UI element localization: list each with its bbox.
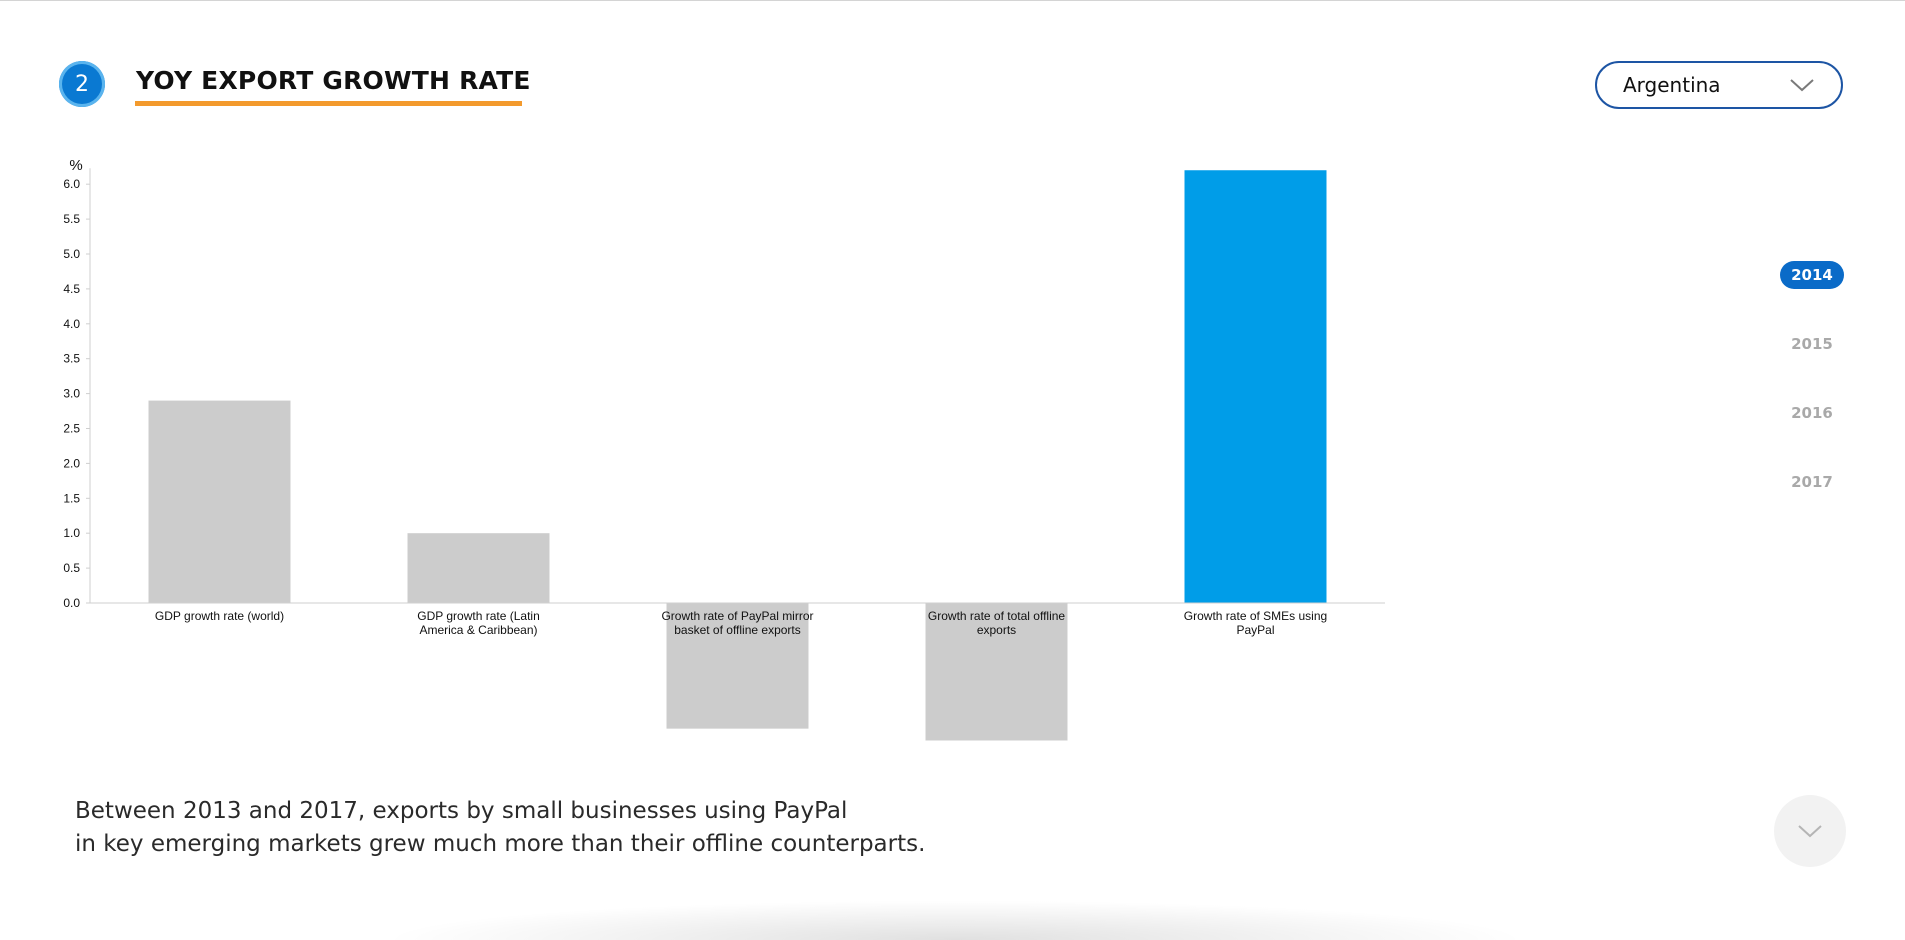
y-tick-label: 2.0 xyxy=(63,456,80,470)
growth-rate-chart: % 0.0 0.5 1.0 1.5 2.0 2.5 3.0 3.5 4.0 4.5 5.0 5.5 6.0… xyxy=(63,157,1385,741)
x-category-label-line: GDP growth rate (Latin xyxy=(417,609,540,623)
y-tick-label: 3.0 xyxy=(63,387,80,401)
bar xyxy=(1184,170,1327,604)
y-tick-label: 3.5 xyxy=(63,352,80,366)
bar xyxy=(148,400,291,603)
y-tick-label: 2.5 xyxy=(63,422,80,436)
x-category-label-line: Growth rate of PayPal mirror xyxy=(661,609,813,623)
step-number-badge: 2 xyxy=(59,61,105,107)
y-tick-label: 1.0 xyxy=(63,526,80,540)
year-option-2015[interactable]: 2015 xyxy=(1791,335,1833,353)
y-tick-label: 6.0 xyxy=(63,177,80,191)
y-tick-label: 5.5 xyxy=(63,212,80,226)
title-underline xyxy=(135,101,522,106)
x-category-label: Growth rate of SMEs using PayPal xyxy=(1184,609,1327,637)
caption-line-2: in key emerging markets grew much more t… xyxy=(75,831,926,857)
x-category-label-line: America & Caribbean) xyxy=(419,623,537,637)
bar xyxy=(925,603,1068,741)
top-divider xyxy=(0,0,1905,1)
x-category-label-line: exports xyxy=(977,623,1016,637)
bar xyxy=(407,533,550,603)
step-number: 2 xyxy=(75,71,89,97)
y-tick-label: 0.0 xyxy=(63,596,80,610)
bottom-panel-shadow xyxy=(380,900,1530,940)
country-select[interactable]: Argentina xyxy=(1595,61,1843,109)
year-option-2017[interactable]: 2017 xyxy=(1791,473,1833,491)
x-category-label: Growth rate of total offline exports xyxy=(928,609,1066,637)
y-tick-label: 1.5 xyxy=(63,491,80,505)
scroll-down-button[interactable] xyxy=(1774,795,1846,867)
chevron-down-icon xyxy=(1790,79,1814,92)
x-category-label-line: Growth rate of total offline xyxy=(928,609,1066,623)
y-tick-label: 4.0 xyxy=(63,317,80,331)
section-title: YOY EXPORT GROWTH RATE xyxy=(136,66,531,95)
x-category-label: GDP growth rate (Latin America & Caribbea… xyxy=(417,609,540,637)
year-option-2016[interactable]: 2016 xyxy=(1791,404,1833,422)
y-tick-label: 5.0 xyxy=(63,247,80,261)
y-axis-label: % xyxy=(69,157,82,174)
bar xyxy=(666,603,809,729)
x-category-label-line: GDP growth rate (world) xyxy=(155,609,284,623)
caption-line-1: Between 2013 and 2017, exports by small … xyxy=(75,798,848,824)
x-category-label-line: PayPal xyxy=(1236,623,1274,637)
chart-caption: Between 2013 and 2017, exports by small … xyxy=(75,795,925,861)
y-tick-label: 0.5 xyxy=(63,561,80,575)
x-category-label-line: Growth rate of SMEs using xyxy=(1184,609,1327,623)
x-category-label: Growth rate of PayPal mirror basket of of… xyxy=(661,609,813,637)
country-select-value: Argentina xyxy=(1623,73,1721,97)
year-option-2014[interactable]: 2014 xyxy=(1780,261,1844,289)
x-category-label: GDP growth rate (world) xyxy=(155,609,284,623)
y-tick-label: 4.5 xyxy=(63,282,80,296)
chevron-down-icon xyxy=(1798,825,1822,838)
x-category-label-line: basket of offline exports xyxy=(674,623,801,637)
